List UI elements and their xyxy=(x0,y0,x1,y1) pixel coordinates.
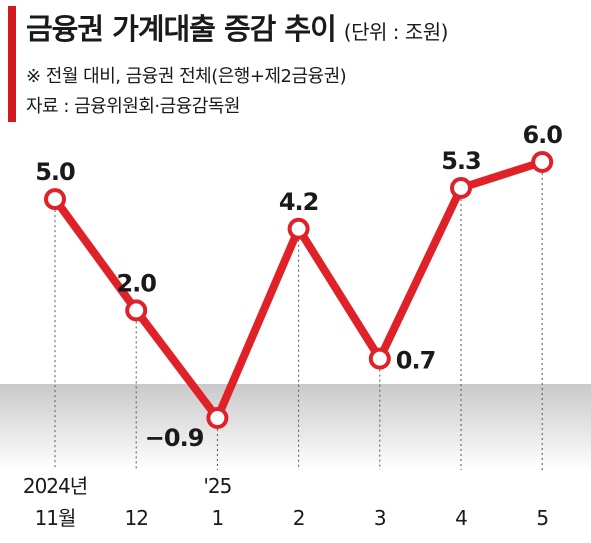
data-point xyxy=(125,299,148,322)
data-label: 5.3 xyxy=(441,147,481,175)
drop-lines xyxy=(54,173,543,470)
chart-note: ※ 전월 대비, 금융권 전체(은행+제2금융권) xyxy=(26,66,347,87)
x-tick-label: 4 xyxy=(455,506,467,530)
x-tick-label: 1 xyxy=(212,506,224,530)
data-point xyxy=(44,188,66,211)
data-point xyxy=(206,407,229,429)
negative-zone-shading xyxy=(0,384,591,470)
data-point xyxy=(450,176,472,199)
data-label: 2.0 xyxy=(116,269,156,297)
source-note: 자료 : 금융위원회·금융감독원 xyxy=(26,96,240,117)
data-label: 0.7 xyxy=(396,347,436,375)
data-label: 4.2 xyxy=(279,188,319,216)
data-point xyxy=(368,347,391,370)
value-labels: 5.0 2.0 −0.9 4.2 0.7 5.3 6.0 xyxy=(35,121,563,452)
x-tick-label: 2 xyxy=(293,506,305,530)
chart-title: 금융권 가계대출 증감 추이 xyxy=(26,12,337,46)
x-tick-label: '25 xyxy=(203,474,231,498)
x-tick-label: 12 xyxy=(124,506,147,530)
title-row: 금융권 가계대출 증감 추이 (단위 : 조원) xyxy=(26,6,448,48)
data-label: 6.0 xyxy=(522,121,562,149)
data-label: −0.9 xyxy=(145,424,204,452)
x-tick-label: 11월 xyxy=(35,506,76,530)
x-tick-label: 2024년 xyxy=(23,474,87,498)
data-label: 5.0 xyxy=(35,158,75,186)
data-point xyxy=(287,217,310,240)
data-markers xyxy=(44,151,554,429)
title-accent-bar xyxy=(8,6,16,122)
data-point xyxy=(531,151,554,173)
x-tick-label: 5 xyxy=(536,506,548,530)
unit-label: (단위 : 조원) xyxy=(343,20,449,44)
x-tick-label: 3 xyxy=(374,506,386,530)
